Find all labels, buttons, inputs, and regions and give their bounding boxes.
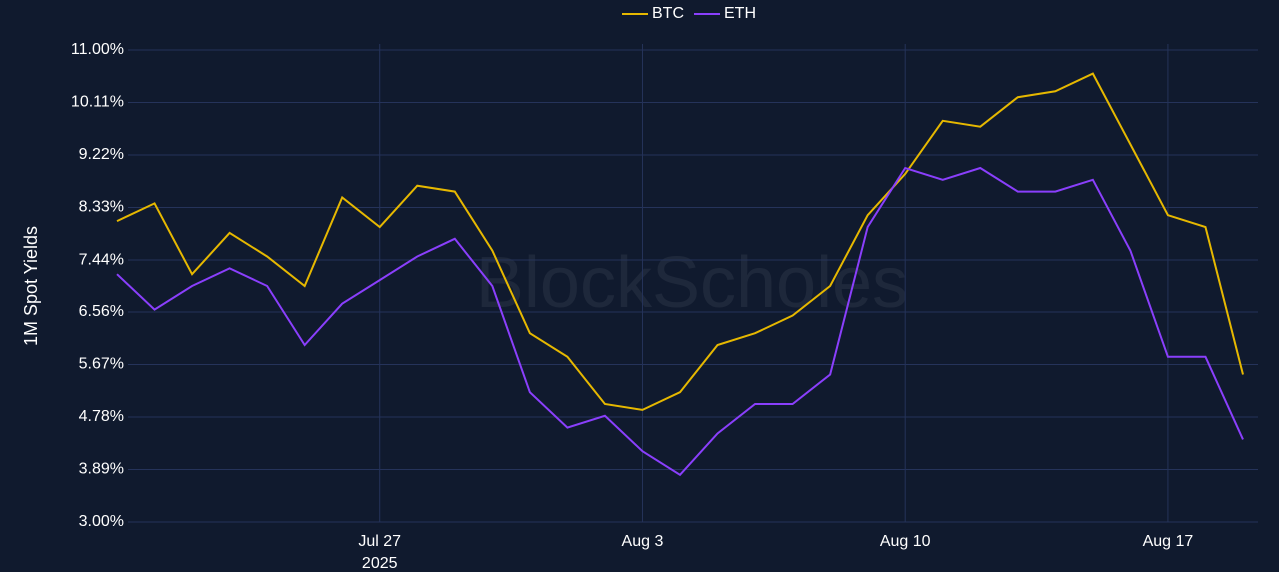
x-year-label: 2025 — [362, 555, 398, 572]
y-tick-label: 9.22% — [79, 146, 124, 163]
y-tick-label: 7.44% — [79, 251, 124, 268]
x-tick-label: Aug 3 — [622, 533, 664, 550]
y-tick-label: 3.89% — [79, 461, 124, 478]
x-tick-label: Aug 10 — [880, 533, 931, 550]
y-tick-label: 3.00% — [79, 513, 124, 530]
legend-label: BTC — [652, 5, 684, 22]
watermark: BlockScholes — [476, 243, 908, 323]
series-line — [116, 166, 1244, 477]
y-tick-label: 8.33% — [79, 199, 124, 216]
series-line — [116, 72, 1244, 411]
y-tick-label: 6.56% — [79, 303, 124, 320]
x-tick-label: Aug 17 — [1143, 533, 1194, 550]
y-axis-label: 1M Spot Yields — [21, 226, 41, 346]
y-tick-label: 11.00% — [71, 41, 124, 58]
y-tick-label: 4.78% — [79, 408, 124, 425]
legend-label: ETH — [724, 5, 756, 22]
y-tick-label: 5.67% — [79, 356, 124, 373]
y-tick-label: 10.11% — [71, 94, 124, 111]
x-tick-label: Jul 27 — [358, 533, 401, 550]
